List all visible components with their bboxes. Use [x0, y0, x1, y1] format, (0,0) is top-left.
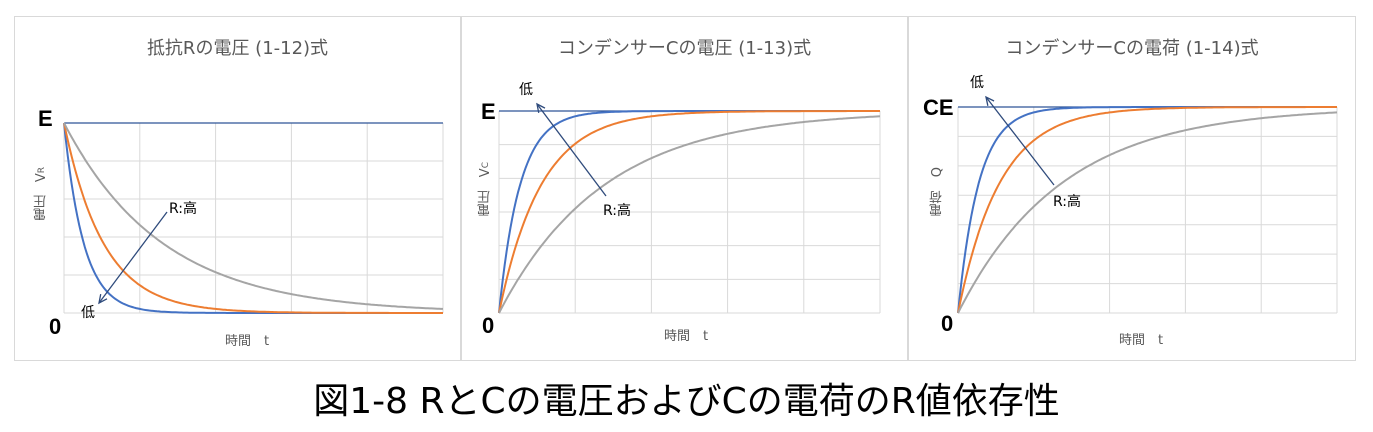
annotation-low: 低 — [81, 305, 95, 321]
chart-panel-capacitor-voltage: コンデンサーCの電圧 (1-13)式 E 0 電圧 VC 時間 t R:高 低 — [461, 16, 908, 361]
annotation-arrow — [985, 96, 1055, 186]
y-axis-label: 電圧 VC — [478, 162, 493, 217]
annotation-arrow — [98, 211, 168, 304]
arrow-head — [536, 102, 546, 113]
plot-area — [63, 122, 444, 314]
series-line-2 — [63, 122, 443, 314]
chart-title: コンデンサーCの電圧 (1-13)式 — [557, 38, 812, 59]
chart-title: コンデンサーCの電荷 (1-14)式 — [1005, 38, 1259, 59]
figure-caption: 図1-8 RとCの電圧およびCの電荷のR値依存性 — [313, 381, 1060, 422]
series-line-3 — [498, 115, 881, 314]
chart-panel-capacitor-charge: コンデンサーCの電荷 (1-14)式 CE 0 電荷 Q 時間 t R:高 低 — [908, 16, 1356, 361]
y-tick-zero: 0 — [482, 313, 495, 338]
y-axis-label-sub: C — [481, 162, 491, 169]
chart-title: 抵抗Rの電圧 (1-12)式 — [146, 38, 329, 59]
y-axis-label: 電荷 Q — [930, 167, 945, 217]
series-line-1 — [957, 106, 1337, 314]
arrow-head — [98, 294, 108, 305]
annotation-arrow — [536, 103, 607, 197]
x-axis-label: 時間 t — [225, 334, 270, 349]
annotation-high: R:高 — [603, 203, 632, 219]
series-line-3 — [957, 111, 1338, 314]
plot-area — [498, 102, 881, 314]
y-tick-zero: 0 — [49, 314, 62, 339]
annotation-low: 低 — [970, 75, 984, 91]
arrow-head — [985, 95, 995, 106]
series-line-3 — [63, 122, 443, 310]
chart-panel-resistor-voltage: 抵抗Rの電圧 (1-12)式 E 0 電圧 VR 時間 t R:高 低 — [14, 16, 461, 361]
y-tick-top: E — [481, 99, 496, 124]
y-axis-label: 電圧 VR — [34, 167, 49, 222]
y-tick-zero: 0 — [941, 311, 954, 336]
y-axis-label-sub: R — [37, 167, 47, 174]
y-tick-top: E — [38, 106, 53, 131]
annotation-high: R:高 — [1053, 194, 1082, 210]
series-line-2 — [957, 106, 1337, 314]
x-axis-label: 時間 t — [664, 329, 709, 344]
plot-area — [957, 95, 1338, 314]
series-line-2 — [498, 110, 880, 314]
annotation-high: R:高 — [169, 201, 198, 217]
annotation-low: 低 — [519, 82, 533, 98]
x-axis-label: 時間 t — [1119, 333, 1164, 348]
y-tick-top: CE — [923, 95, 954, 120]
